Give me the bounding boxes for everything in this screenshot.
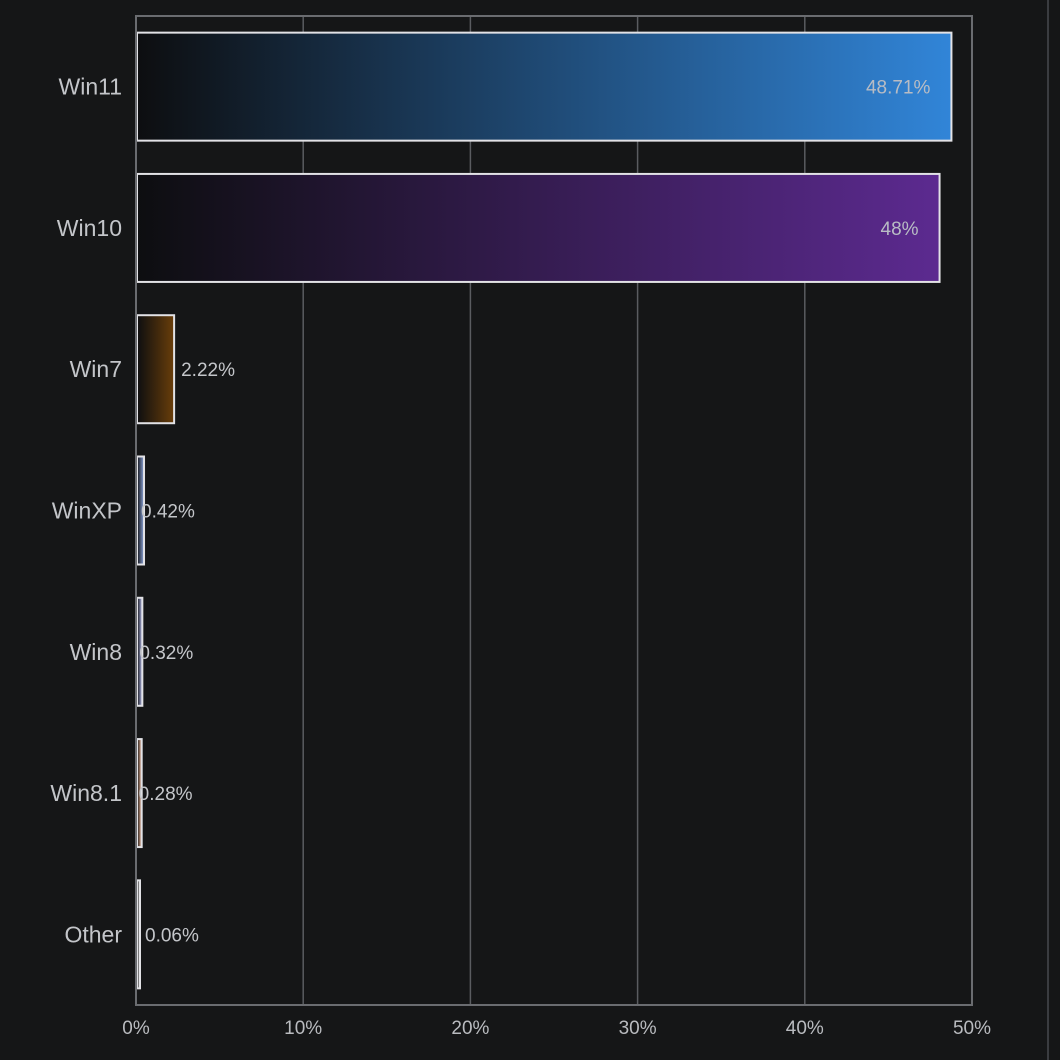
category-label: WinXP bbox=[52, 498, 122, 524]
bar-layer bbox=[136, 31, 953, 990]
category-label: Other bbox=[64, 921, 122, 947]
category-label: Win10 bbox=[57, 215, 122, 241]
grid-layer bbox=[302, 16, 806, 1005]
x-tick-label: 20% bbox=[451, 1018, 489, 1039]
value-label: 48.71% bbox=[866, 78, 931, 99]
value-label: 0.32% bbox=[139, 643, 193, 664]
value-label: 0.06% bbox=[145, 925, 199, 946]
axis-layer: 0% 10% 20% 30% 40% 50% bbox=[122, 0, 1049, 1060]
bar-win10 bbox=[136, 172, 941, 283]
value-label: 0.42% bbox=[141, 502, 195, 523]
label-layer: Win11 48.71% Win10 48% Win7 2.22% WinXP 0.42% Wi… bbox=[50, 74, 930, 948]
x-tick-label: 10% bbox=[284, 1018, 322, 1039]
category-label: Win11 bbox=[59, 74, 123, 100]
x-tick-label: 50% bbox=[953, 1018, 991, 1039]
category-label: Win8 bbox=[70, 639, 122, 665]
value-label: 0.28% bbox=[139, 784, 193, 805]
category-label: Win8.1 bbox=[50, 780, 122, 806]
x-tick-label: 40% bbox=[786, 1018, 824, 1039]
x-tick-label: 30% bbox=[619, 1018, 657, 1039]
value-label: 48% bbox=[881, 219, 919, 240]
plot-frame bbox=[135, 15, 973, 1006]
bar-other bbox=[136, 879, 141, 990]
bar-win7 bbox=[136, 314, 176, 425]
x-tick-label: 0% bbox=[122, 1018, 150, 1039]
category-label: Win7 bbox=[70, 356, 122, 382]
value-label: 2.22% bbox=[181, 360, 235, 381]
bar-win11 bbox=[136, 31, 953, 142]
